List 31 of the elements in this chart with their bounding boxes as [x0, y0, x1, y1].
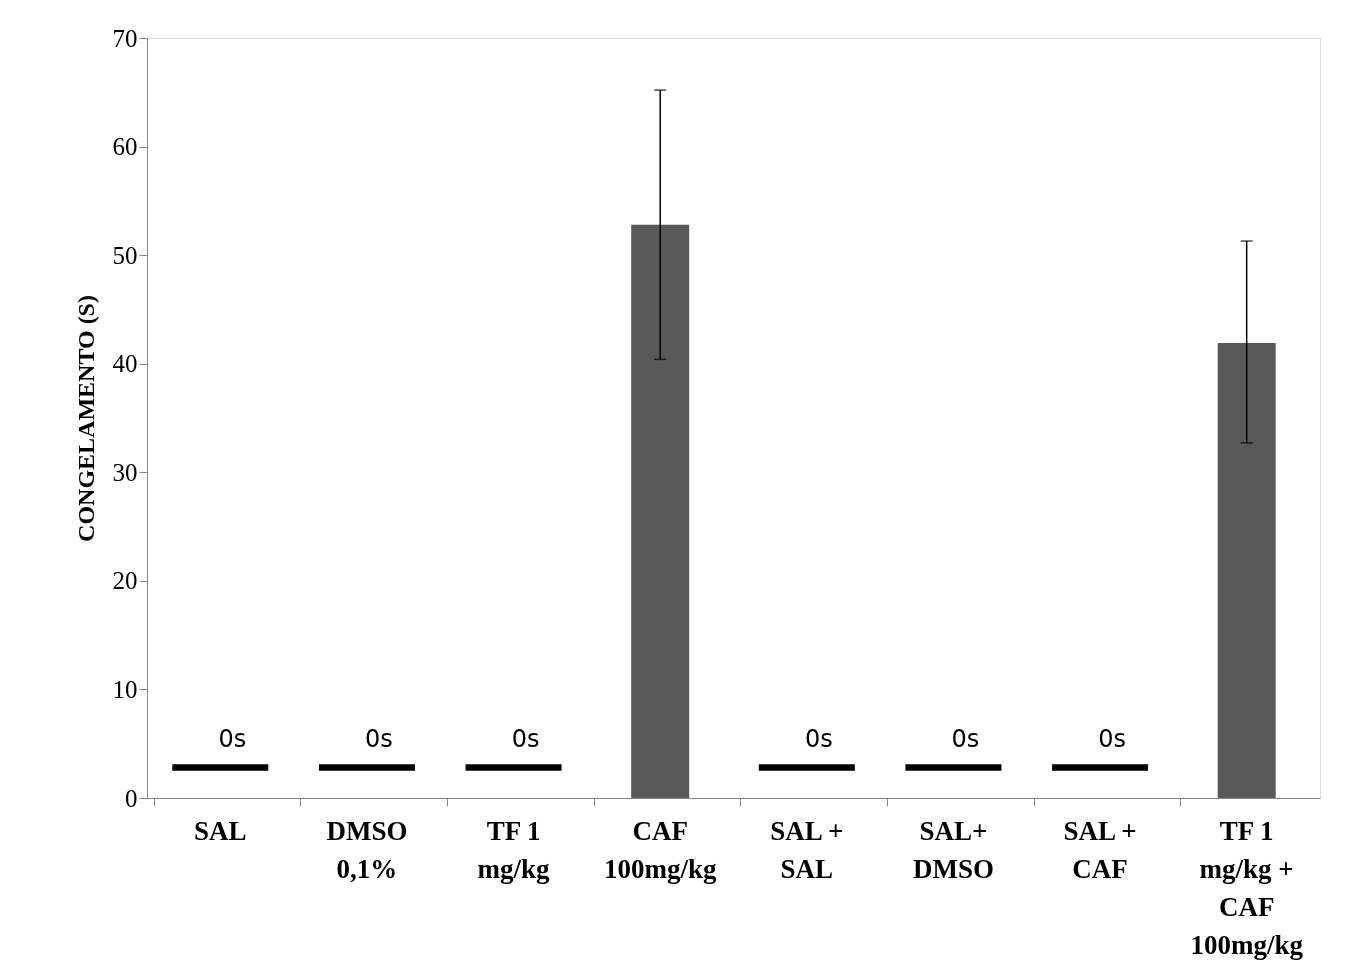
annotation: 0s: [1098, 724, 1126, 753]
y-tick-label: 70: [112, 24, 138, 52]
y-tick-label: 40: [112, 350, 138, 378]
x-tick-label: TF 1 mg/kg + CAF 100mg/kg: [1190, 815, 1304, 960]
x-tick-label: SAL+ DMSO: [912, 815, 994, 884]
y-tick-label: 0: [125, 784, 138, 812]
x-tick-label: TF 1 mg/kg: [477, 815, 551, 884]
bar: [172, 764, 269, 771]
bar: [318, 764, 415, 771]
annotation: 0s: [951, 724, 980, 753]
bar: [631, 224, 690, 798]
x-tick-label: SAL + SAL: [770, 815, 844, 884]
bar: [1217, 343, 1276, 798]
annotation: 0s: [804, 724, 833, 753]
annotation: 0s: [511, 724, 540, 753]
bar: [905, 764, 1002, 771]
y-tick-label: 10: [112, 675, 138, 703]
y-tick-label: 20: [112, 567, 138, 595]
bar: [758, 764, 855, 771]
y-axis-title: CONGELAMENTO (S): [72, 295, 99, 542]
x-tick-label: DMSO 0,1%: [326, 815, 408, 884]
y-tick-label: 60: [112, 133, 138, 161]
x-tick-label: CAF 100mg/kg: [603, 815, 717, 884]
y-tick-label: 50: [112, 241, 138, 269]
bar: [1052, 764, 1149, 771]
x-tick-label: SAL + CAF: [1063, 815, 1137, 884]
x-tick-label: SAL: [194, 815, 247, 846]
annotation: 0s: [365, 724, 393, 753]
bar: [465, 764, 562, 771]
annotation: 0s: [218, 724, 247, 753]
y-tick-label: 30: [112, 458, 138, 486]
